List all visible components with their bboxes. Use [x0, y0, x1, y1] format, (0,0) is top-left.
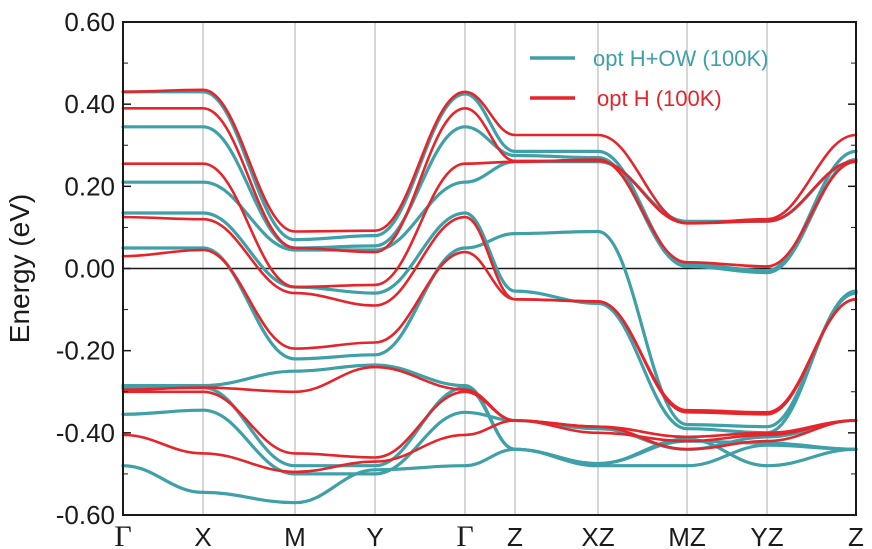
- x-axis-ticks: Γ X M Y Γ Z XZ MZ YZ Z: [114, 520, 864, 549]
- band-line-opt-h-ow-8: [121, 443, 858, 505]
- legend: opt H+OW (100K) opt H (100K): [530, 46, 768, 111]
- band-line-opt-h-7: [121, 419, 858, 474]
- y-tick-label: -0.40: [56, 418, 115, 448]
- y-tick-label: -0.60: [56, 500, 115, 530]
- band-line-opt-h-ow-1: [121, 125, 858, 275]
- x-tick-label: M: [284, 522, 306, 549]
- y-tick-label: 0.60: [64, 7, 115, 37]
- x-tick-label: Z: [507, 522, 523, 549]
- band-line-opt-h-ow-4: [121, 229, 858, 429]
- y-tick-label: 0.20: [64, 171, 115, 201]
- x-tick-label: Γ: [114, 520, 131, 549]
- x-tick-label: YZ: [750, 522, 783, 549]
- x-tick-label: MZ: [668, 522, 706, 549]
- band-line-opt-h-ow-0: [121, 90, 858, 273]
- band-line-opt-h-ow-3: [121, 211, 858, 435]
- y-tick-label: 0.40: [64, 89, 115, 119]
- band-curves: [121, 88, 858, 505]
- y-tick-label: 0.00: [64, 254, 115, 284]
- x-tick-label: Γ: [456, 520, 473, 549]
- y-axis-label: Energy (eV): [4, 194, 35, 343]
- x-tick-label: XZ: [581, 522, 614, 549]
- band-line-opt-h-6: [121, 390, 858, 459]
- band-line-opt-h-3: [121, 215, 858, 414]
- band-line-opt-h-1: [121, 106, 858, 254]
- x-tick-label: Y: [366, 522, 383, 549]
- band-line-opt-h-ow-6: [121, 385, 858, 468]
- band-line-opt-h-2: [121, 158, 858, 289]
- y-axis-ticks: 0.60 0.40 0.20 0.00 -0.20 -0.40 -0.60: [56, 7, 856, 530]
- legend-label-opt-h-ow: opt H+OW (100K): [593, 46, 768, 71]
- band-line-opt-h-0: [121, 88, 858, 233]
- y-tick-label: -0.20: [56, 336, 115, 366]
- x-tick-label: X: [194, 522, 211, 549]
- band-line-opt-h-4: [121, 248, 858, 416]
- band-line-opt-h-ow-7: [121, 408, 858, 476]
- x-tick-label: Z: [848, 522, 864, 549]
- legend-label-opt-h: opt H (100K): [597, 86, 722, 111]
